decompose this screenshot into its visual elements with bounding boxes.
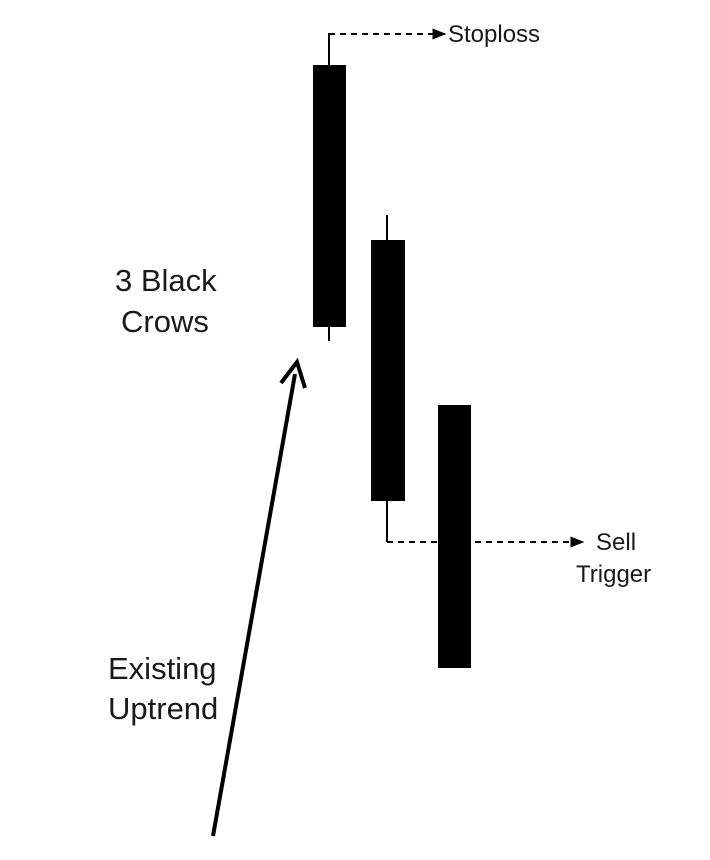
trend-label-line-2: Uptrend [108,691,218,726]
uptrend-arrow-shaft [211,373,297,837]
candle-3 [438,405,471,668]
uptrend-arrowhead [279,357,307,389]
pattern-label-line-1: 3 Black [115,263,217,298]
sell-trigger-label-line-2: Trigger [576,561,651,588]
candle-1-body [313,65,346,327]
stoploss-label: Stoploss [448,21,540,48]
pattern-label-line-2: Crows [121,304,209,339]
candle-3-body [438,405,471,668]
candle-1 [313,33,346,341]
arrow-up-icon [211,357,307,837]
candle-2-body [371,240,405,501]
trend-label-line-1: Existing [108,651,217,686]
candle-2 [371,215,405,542]
sell-trigger-label-line-1: Sell [596,529,636,556]
